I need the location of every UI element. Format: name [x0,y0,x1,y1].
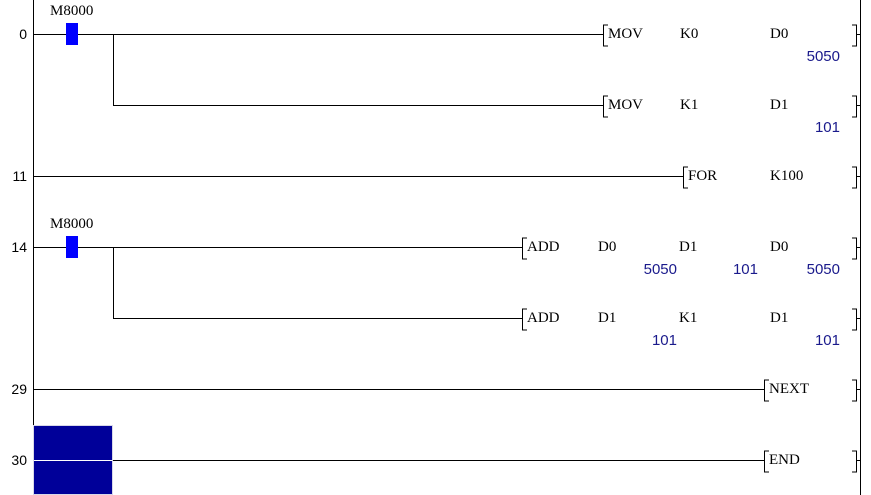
monitor-value: 5050 [807,48,840,65]
operand: K0 [680,26,698,42]
rung-30[interactable]: 30 END [11,425,861,495]
bracket-open [764,450,769,473]
instruction-op: MOV [608,26,643,42]
instruction-op: ADD [527,239,560,255]
monitor-value: 5050 [807,261,840,278]
bracket-close [852,24,860,47]
contact-m8000-on[interactable] [66,236,78,258]
bracket-close [852,166,860,189]
operand: D0 [770,239,788,255]
operand: D1 [598,310,616,326]
bracket-open [603,24,608,47]
contact-label: M8000 [50,216,93,232]
instruction-mov-k0-d0[interactable]: MOV K0 D0 5050 [603,24,861,65]
instruction-op: ADD [527,310,560,326]
step-number: 0 [19,26,27,42]
bracket-open [683,166,688,189]
instruction-op: FOR [688,168,717,184]
instruction-op: NEXT [769,381,809,397]
monitor-value: 101 [652,332,677,349]
rung-11[interactable]: 11 FOR K100 [12,166,861,189]
rung-29[interactable]: 29 NEXT [11,379,861,402]
instruction-add-d0-d1-d0[interactable]: ADD D0 D1 D0 5050 101 5050 [522,237,861,278]
operand: D1 [679,239,697,255]
step-number: 11 [12,168,27,184]
bracket-close [852,95,860,118]
monitor-value: 101 [815,119,840,136]
monitor-value: 101 [815,332,840,349]
bracket-close [852,237,860,260]
bracket-open [603,95,608,118]
instruction-next[interactable]: NEXT [764,379,861,402]
contact-label: M8000 [50,3,93,19]
instruction-mov-k1-d1[interactable]: MOV K1 D1 101 [603,95,861,136]
bracket-open [522,237,527,260]
operand: D0 [598,239,616,255]
contact-m8000-on[interactable] [66,23,78,45]
operand: K100 [770,168,803,184]
bracket-open [522,308,527,331]
step-number: 14 [11,239,27,255]
bracket-open [764,379,769,402]
branch-wire [113,34,603,106]
bracket-close [852,379,860,402]
instruction-add-d1-k1-d1[interactable]: ADD D1 K1 D1 101 101 [522,308,861,349]
operand: D1 [770,310,788,326]
instruction-for[interactable]: FOR K100 [683,166,861,189]
instruction-op: MOV [608,97,643,113]
step-number: 30 [11,452,27,468]
step-number: 29 [11,381,27,397]
operand: K1 [680,97,698,113]
bracket-close [852,450,860,473]
rung-14[interactable]: 14 M8000 ADD D0 D1 D0 5050 101 5050 ADD … [11,216,860,349]
branch-wire [113,247,522,319]
operand: K1 [679,310,697,326]
bracket-close [852,308,860,331]
instruction-end[interactable]: END [764,450,861,473]
instruction-op: END [769,452,800,468]
monitor-value: 101 [733,261,758,278]
rung-0[interactable]: 0 M8000 MOV K0 D0 5050 MOV K1 D1 101 [19,3,860,136]
operand: D1 [770,97,788,113]
monitor-value: 5050 [644,261,677,278]
operand: D0 [770,26,788,42]
